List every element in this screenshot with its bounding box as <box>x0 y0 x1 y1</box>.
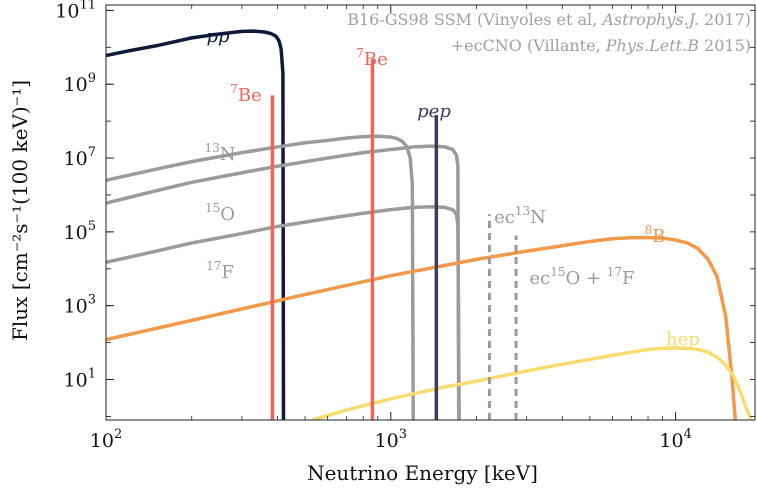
series-label-4: 8B <box>645 223 666 247</box>
series-label-0: pp <box>206 26 230 47</box>
series-label-10: ec15O + 17F <box>529 265 634 289</box>
series-line-3 <box>106 204 461 420</box>
series-line-2 <box>106 144 461 420</box>
series-line-4 <box>106 235 738 420</box>
series-label-2: 15O <box>205 201 235 225</box>
x-tick-label: 103 <box>375 427 407 452</box>
axes-layer <box>105 4 756 421</box>
y-tick-label: 109 <box>64 71 96 96</box>
series-line-5 <box>311 346 754 420</box>
y-tick-label: 105 <box>64 219 96 244</box>
y-tick-label: 107 <box>64 145 96 170</box>
series-line-1 <box>106 134 415 420</box>
series-label-7: 7Be <box>356 46 388 70</box>
credit-line-0: B16-GS98 SSM (Vinyoles et al, Astrophys.… <box>347 10 751 29</box>
series-label-1: 13N <box>204 141 235 165</box>
plot-frame <box>105 4 756 421</box>
x-tick-label: 102 <box>90 427 122 452</box>
series-label-9: ec13N <box>494 204 546 228</box>
y-axis-title: Flux [cm⁻²s⁻¹(100 keV)⁻¹] <box>8 80 32 341</box>
series-layer <box>106 29 754 420</box>
series-label-3: 17F <box>206 259 234 283</box>
series-label-8: pep <box>417 101 451 122</box>
labels-layer: 102 103 104 101 103 105 107 109 1011 Neutrino Ene… <box>8 0 751 485</box>
series-label-6: 7Be <box>230 82 262 106</box>
x-axis-title: Neutrino Energy [keV] <box>307 461 538 485</box>
y-tick-label: 101 <box>64 367 96 392</box>
y-tick-label: 1011 <box>55 0 96 22</box>
y-tick-label: 103 <box>64 293 96 318</box>
series-label-5: hep <box>666 329 700 350</box>
series-line-0 <box>106 29 286 420</box>
credit-line-1: +ecCNO (Villante, Phys.Lett.B 2015) <box>451 36 751 55</box>
x-tick-label: 104 <box>659 427 691 452</box>
